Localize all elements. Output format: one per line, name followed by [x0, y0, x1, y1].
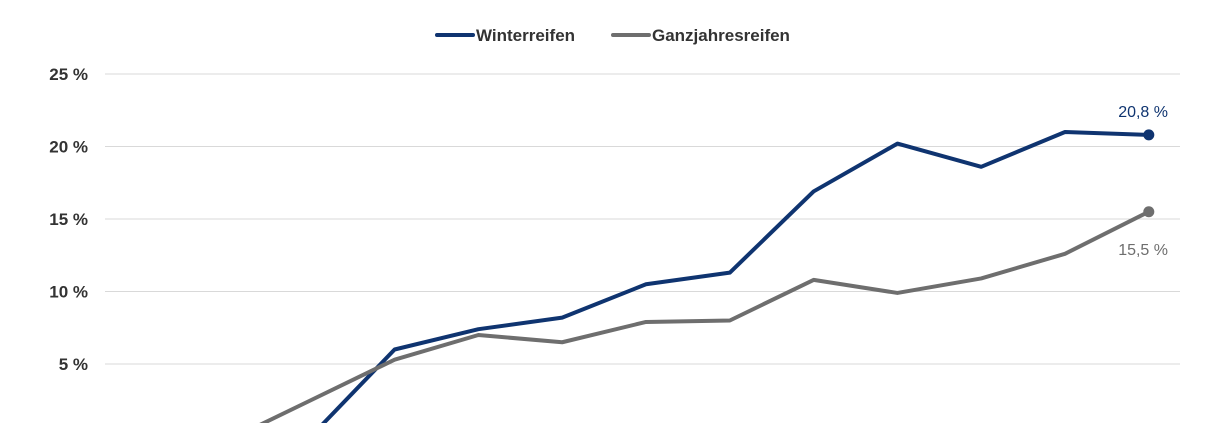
end-label-ganzjahresreifen: 15,5 %: [1118, 242, 1168, 259]
end-point-winterreifen: [1143, 129, 1155, 141]
legend-label-winterreifen: Winterreifen: [476, 26, 575, 45]
y-tick-label: 25 %: [49, 65, 88, 84]
legend-label-ganzjahresreifen: Ganzjahresreifen: [652, 26, 790, 45]
series-line-ganzjahresreifen: [259, 209, 1151, 423]
end-labels: 20,8 % 15,5 %: [1118, 104, 1168, 259]
y-tick-label: 15 %: [49, 210, 88, 229]
series-line-winterreifen: [321, 130, 1151, 423]
y-tick-label: 10 %: [49, 283, 88, 302]
end-label-winterreifen: 20,8 %: [1118, 104, 1168, 121]
y-tick-label: 20 %: [49, 138, 88, 157]
y-axis: 25 % 20 % 15 % 10 % 5 %: [49, 65, 88, 374]
series-lines: [259, 129, 1155, 423]
end-point-ganzjahresreifen: [1143, 206, 1155, 218]
gridlines: [105, 73, 1180, 365]
y-tick-label: 5 %: [59, 355, 88, 374]
legend: Winterreifen Ganzjahresreifen: [435, 26, 790, 45]
